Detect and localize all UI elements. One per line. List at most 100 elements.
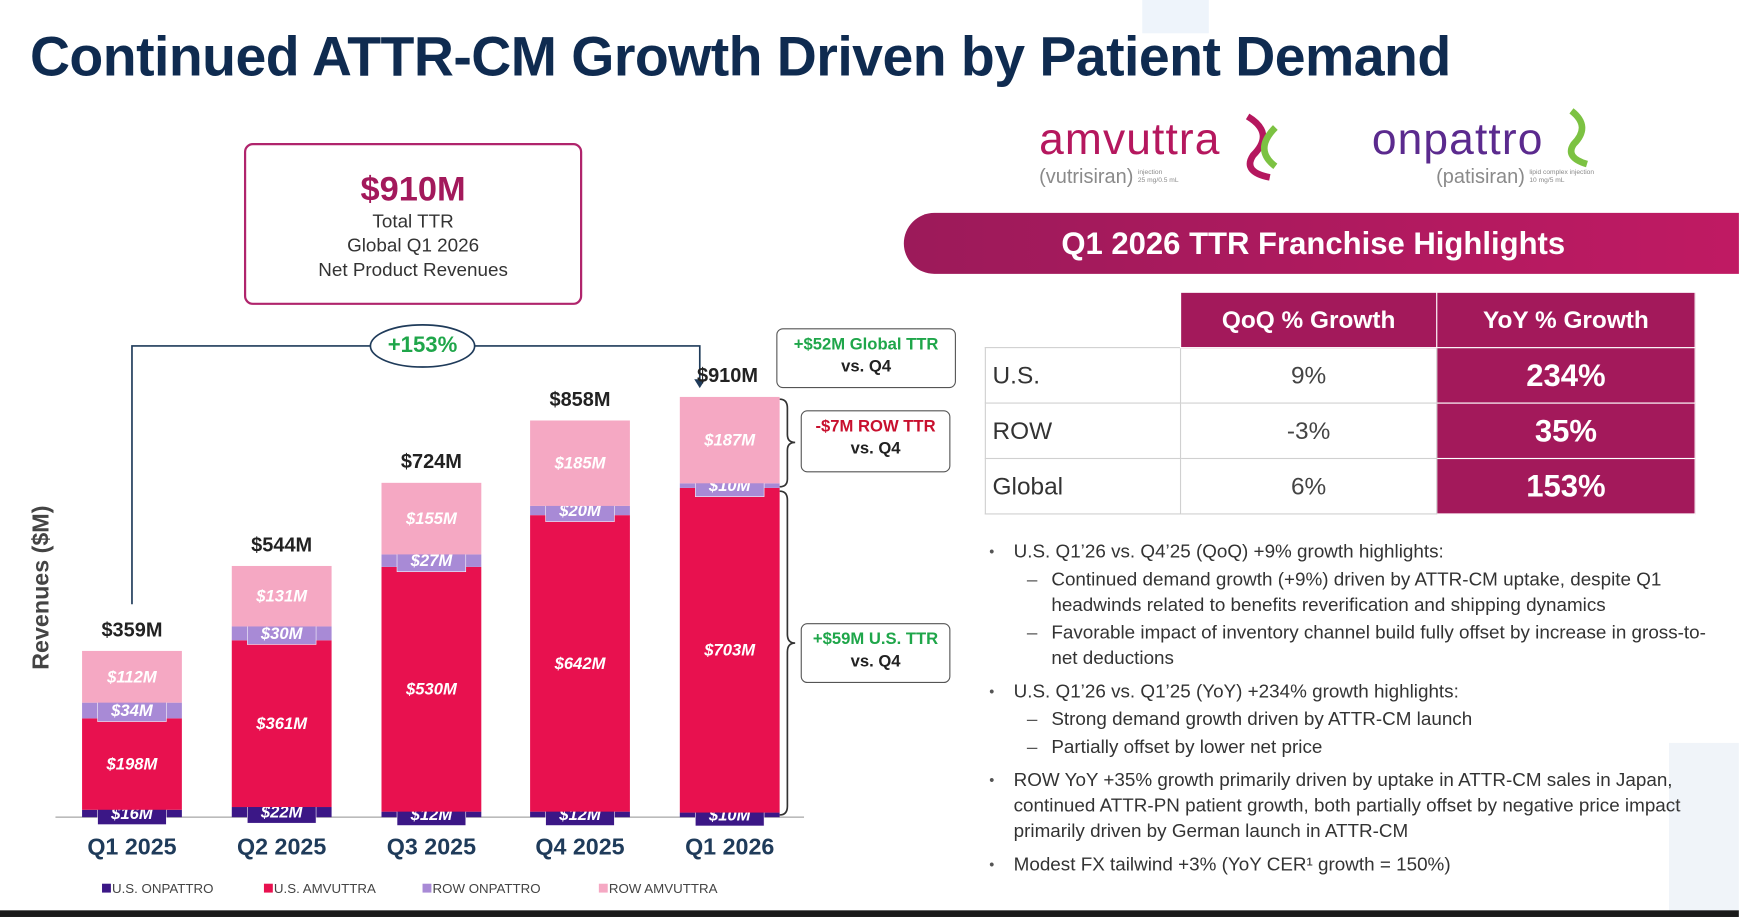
annotation-line: -$7M ROW TTR <box>815 416 936 436</box>
legend: U.S. ONPATTRO U.S. AMVUTTRA ROW ONPATTRO RO… <box>102 881 718 896</box>
arrowhead <box>694 379 706 389</box>
callout-line: Global Q1 2026 <box>347 235 480 257</box>
x-tick-label: Q1 2025 <box>87 833 176 859</box>
bar-segment <box>82 650 182 703</box>
legend-swatch <box>598 883 608 893</box>
total-label: $359M <box>101 620 162 642</box>
sub-bullet: Continued demand growth (+9%) driven by … <box>1014 567 1708 618</box>
legend-label: ROW ONPATTRO <box>433 881 541 896</box>
bullet: U.S. Q1’26 vs. Q1’25 (YoY) +234% growth … <box>987 679 1708 760</box>
corner <box>985 292 1180 347</box>
logo-name: amvuttra <box>1039 115 1221 165</box>
sub-bullet: Favorable impact of inventory channel bu… <box>1014 620 1708 671</box>
growth-ellipse <box>369 324 476 368</box>
value-label: $703M <box>703 641 756 660</box>
growth-bracket <box>131 345 701 605</box>
legend-label: U.S. AMVUTTRA <box>274 881 376 896</box>
cell: -3% <box>1179 402 1438 460</box>
bullet: ROW YoY +35% growth primarily driven by … <box>987 767 1708 844</box>
bar-segment <box>231 640 332 808</box>
header: QoQ % Growth <box>1179 291 1438 349</box>
x-tick-label: Q4 2025 <box>535 833 624 859</box>
value-label: $198M <box>106 755 159 774</box>
bullet-text: U.S. Q1’26 vs. Q4’25 (QoQ) +9% growth hi… <box>1013 541 1444 563</box>
cell: 234% <box>1436 347 1696 404</box>
bar-segment <box>381 566 482 812</box>
sub-bullet: Strong demand growth driven by ATTR-CM l… <box>1014 706 1708 732</box>
row-label: ROW <box>984 402 1182 460</box>
logo-icon <box>1245 113 1278 181</box>
logo-name: onpattro <box>1371 115 1544 165</box>
value-label: $27M <box>410 551 454 570</box>
x-tick-label: Q1 2026 <box>685 833 774 859</box>
bullet-text: ROW YoY +35% growth primarily driven by … <box>1013 769 1681 842</box>
bar-segment <box>679 487 780 813</box>
growth-label: +153% <box>388 332 458 357</box>
logo-icon <box>1567 108 1589 168</box>
annotation-line: vs. Q4 <box>850 651 901 671</box>
value-label: $112M <box>106 667 158 686</box>
total-label: $544M <box>251 534 312 556</box>
annotation: +$59M U.S. TTR vs. Q4 <box>800 623 951 684</box>
y-axis-label: Revenues ($M) <box>27 506 53 670</box>
sub-list: Continued demand growth (+9%) driven by … <box>1014 567 1708 671</box>
value-label: $30M <box>260 624 304 643</box>
logo-note: 10 mg/5 mL <box>1529 176 1565 184</box>
x-tick-label: Q3 2025 <box>387 833 476 859</box>
bullet-list: U.S. Q1’26 vs. Q4’25 (QoQ) +9% growth hi… <box>987 539 1708 877</box>
title: Continued ATTR-CM Growth Driven by Patie… <box>29 25 1451 88</box>
value-label: $187M <box>703 431 756 450</box>
sub-bullet: Partially offset by lower net price <box>1014 734 1708 760</box>
bar-segment <box>679 396 780 484</box>
annotation: -$7M ROW TTR vs. Q4 <box>800 410 951 473</box>
logo-note: 25 mg/0.5 mL <box>1137 176 1179 184</box>
total-label: $910M <box>697 365 758 387</box>
highlights-table: QoQ % Growth YoY % Growth U.S. 9% 234% R… <box>984 291 1696 515</box>
legend-swatch <box>102 883 111 893</box>
legend-label: ROW AMVUTTRA <box>609 881 718 896</box>
bar-segment <box>530 515 630 812</box>
header: YoY % Growth <box>1436 291 1696 349</box>
bullet: Modest FX tailwind +3% (YoY CER¹ growth … <box>987 852 1708 878</box>
cell: 9% <box>1179 347 1438 404</box>
value-label: $530M <box>405 680 458 699</box>
bar-segment <box>530 420 630 506</box>
logo-amvuttra: amvuttra (vutrisiran) injection 25 mg/0.5… <box>1039 115 1220 188</box>
value-label: $22M <box>260 803 304 822</box>
value-label: $131M <box>255 587 308 606</box>
annotation: +$52M Global TTR vs. Q4 <box>776 328 956 389</box>
logo-onpattro: onpattro (patisiran) lipid complex injec… <box>1372 115 1594 188</box>
bar-segment <box>381 482 482 555</box>
x-tick-label: Q2 2025 <box>237 833 326 859</box>
callout-line: Net Product Revenues <box>318 259 508 281</box>
logo-generic: (vutrisiran) <box>1039 165 1134 188</box>
total-label: $724M <box>401 451 462 473</box>
logo-note: lipid complex injection <box>1529 169 1595 176</box>
bar-segment <box>231 565 332 627</box>
legend-label: U.S. ONPATTRO <box>112 881 213 896</box>
bullet-text: U.S. Q1’26 vs. Q1’25 (YoY) +234% growth … <box>1013 680 1459 702</box>
annotation-line: vs. Q4 <box>841 357 892 376</box>
total-label: $858M <box>549 389 610 411</box>
value-label: $34M <box>110 701 154 720</box>
row-label: Global <box>984 457 1182 515</box>
value-label: $642M <box>554 654 607 673</box>
bullet: U.S. Q1’26 vs. Q4’25 (QoQ) +9% growth hi… <box>987 539 1708 671</box>
brace <box>779 398 796 488</box>
cell: 6% <box>1179 457 1438 515</box>
banner: Q1 2026 TTR Franchise Highlights <box>903 212 1739 274</box>
footer-bar <box>0 910 1739 917</box>
logo-note: injection <box>1137 169 1163 176</box>
cell: 153% <box>1436 457 1696 515</box>
callout-line: Total TTR <box>372 210 454 232</box>
legend-swatch <box>422 883 432 893</box>
annotation-line: +$59M U.S. TTR <box>812 629 939 649</box>
decor <box>1142 0 1209 34</box>
cell: 35% <box>1436 402 1696 460</box>
annotation-line: +$52M Global TTR <box>793 334 939 354</box>
bullets: U.S. Q1’26 vs. Q4’25 (QoQ) +9% growth hi… <box>987 539 1708 885</box>
row-label: U.S. <box>984 347 1182 404</box>
